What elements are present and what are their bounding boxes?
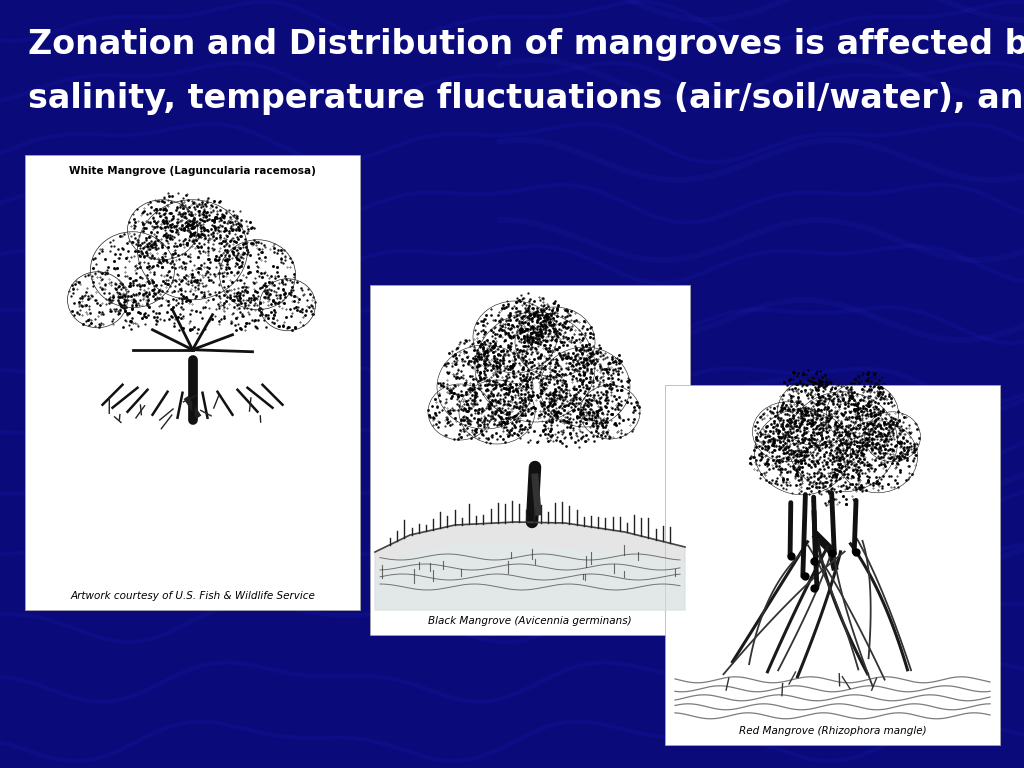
Bar	[25, 155, 360, 610]
Polygon shape	[375, 522, 685, 610]
Text: salinity, temperature fluctuations (air/soil/water), and soil.: salinity, temperature fluctuations (air/…	[28, 82, 1024, 115]
Text: Zonation and Distribution of mangroves is affected by flooding,: Zonation and Distribution of mangroves i…	[28, 28, 1024, 61]
Text: Artwork courtesy of U.S. Fish & Wildlife Service: Artwork courtesy of U.S. Fish & Wildlife…	[70, 591, 315, 601]
Text: White Mangrove (Laguncularia racemosa): White Mangrove (Laguncularia racemosa)	[69, 166, 316, 176]
Text: Black Mangrove (Avicennia germinans): Black Mangrove (Avicennia germinans)	[428, 616, 632, 626]
Polygon shape	[375, 542, 685, 610]
Bar	[370, 285, 690, 635]
Text: Red Mangrove (Rhizophora mangle): Red Mangrove (Rhizophora mangle)	[738, 726, 927, 736]
Bar	[665, 385, 1000, 745]
